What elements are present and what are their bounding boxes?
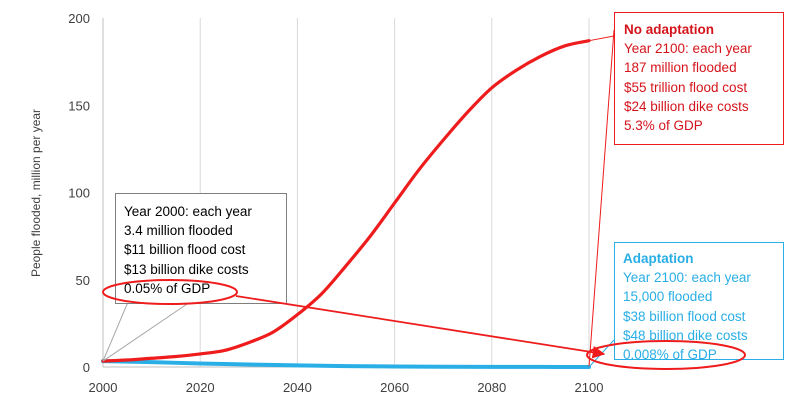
annotation-gdp: 0.05% of GDP [124, 280, 211, 296]
annotation-line: Year 2000: each year [124, 204, 252, 219]
series-line-adaptation [101, 359, 591, 369]
x-tick-labels: 2000 2020 2040 2060 2080 2100 [89, 380, 604, 395]
annotation-line: 3.4 million flooded [124, 223, 233, 239]
annotation-heading: Adaptation [623, 251, 694, 266]
annotation-line: Year 2100: each year [624, 41, 752, 57]
connector-2000 [102, 301, 129, 362]
annotation-heading: No adaptation [624, 22, 714, 37]
y-tick-label: 50 [76, 273, 90, 288]
connector-no-adaptation [588, 35, 615, 42]
annotation-adaptation: Adaptation Year 2100: each year 15,000 f… [614, 242, 784, 362]
annotation-line: 5.3% of GDP [624, 118, 703, 134]
y-tick-label: 200 [68, 11, 90, 26]
series-line-no-adaptation [101, 39, 591, 363]
y-tick-label: 150 [68, 98, 90, 113]
x-tick-label: 2000 [89, 380, 118, 395]
x-tick-label: 2100 [575, 380, 604, 395]
series-lines [101, 39, 591, 369]
y-tick-labels: 0 50 100 150 200 [68, 11, 90, 375]
annotation-line: $55 trillion flood cost [624, 79, 748, 95]
annotation-line: $11 billion flood cost [124, 242, 246, 258]
y-tick-label: 0 [83, 360, 90, 375]
connector-adaptation [588, 339, 615, 368]
annotation-line: 187 million flooded [624, 60, 737, 76]
x-tick-label: 2060 [380, 380, 409, 395]
annotation-line: Year 2100: each year [623, 270, 751, 286]
y-tick-label: 100 [68, 186, 90, 201]
connector-2000 [102, 301, 191, 362]
annotation-line: $48 billion dike costs [623, 327, 748, 343]
connector-no-adaptation [588, 29, 615, 368]
annotation-line: $13 billion dike costs [124, 261, 249, 277]
annotation-gdp: 0.008% of GDP [623, 347, 717, 363]
y-axis-label: People flooded, million per year [29, 109, 43, 277]
annotation-year-2000: Year 2000: each year 3.4 million flooded… [115, 193, 287, 304]
annotation-line: 15,000 flooded [623, 289, 713, 305]
annotation-no-adaptation: No adaptation Year 2100: each year 187 m… [614, 12, 784, 145]
x-tick-label: 2020 [186, 380, 215, 395]
annotation-line: $24 billion dike costs [624, 98, 749, 114]
x-tick-label: 2080 [477, 380, 506, 395]
annotation-line: $38 billion flood cost [623, 308, 746, 324]
x-tick-label: 2040 [283, 380, 312, 395]
